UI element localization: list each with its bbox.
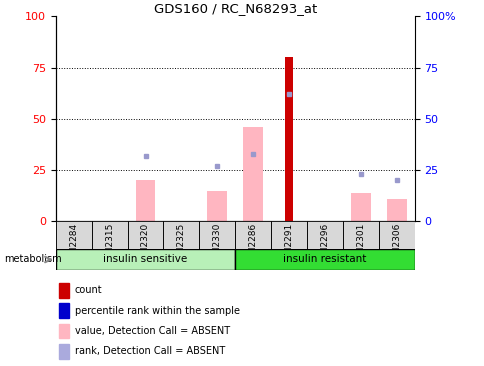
Bar: [378, 221, 414, 249]
Bar: [243, 127, 262, 221]
Text: rank, Detection Call = ABSENT: rank, Detection Call = ABSENT: [75, 346, 224, 356]
Text: percentile rank within the sample: percentile rank within the sample: [75, 306, 239, 315]
Bar: [235, 221, 271, 249]
Bar: [59, 344, 69, 359]
Bar: [342, 221, 378, 249]
Text: GSM2320: GSM2320: [141, 223, 150, 266]
Text: GSM2296: GSM2296: [320, 223, 329, 266]
Text: GSM2330: GSM2330: [212, 223, 221, 266]
Bar: [350, 193, 370, 221]
Text: GSM2315: GSM2315: [105, 223, 114, 266]
Bar: [127, 221, 163, 249]
Bar: [235, 249, 414, 270]
Title: GDS160 / RC_N68293_at: GDS160 / RC_N68293_at: [153, 2, 316, 15]
Text: GSM2286: GSM2286: [248, 223, 257, 266]
Bar: [59, 303, 69, 318]
Bar: [136, 180, 155, 221]
Text: GSM2301: GSM2301: [356, 223, 364, 266]
Text: GSM2284: GSM2284: [69, 223, 78, 266]
Bar: [163, 221, 199, 249]
Bar: [207, 191, 227, 221]
Bar: [386, 199, 406, 221]
Text: insulin sensitive: insulin sensitive: [103, 254, 187, 265]
Bar: [59, 324, 69, 338]
Text: count: count: [75, 285, 102, 295]
Bar: [91, 221, 127, 249]
Bar: [271, 221, 306, 249]
Bar: [285, 57, 292, 221]
Text: GSM2325: GSM2325: [177, 223, 185, 266]
Bar: [56, 249, 235, 270]
Bar: [199, 221, 235, 249]
Bar: [56, 221, 91, 249]
Text: metabolism: metabolism: [4, 254, 62, 265]
Text: GSM2306: GSM2306: [392, 223, 400, 266]
Bar: [306, 221, 342, 249]
Text: GSM2291: GSM2291: [284, 223, 293, 266]
Text: insulin resistant: insulin resistant: [283, 254, 366, 265]
Bar: [59, 283, 69, 298]
Text: value, Detection Call = ABSENT: value, Detection Call = ABSENT: [75, 326, 229, 336]
